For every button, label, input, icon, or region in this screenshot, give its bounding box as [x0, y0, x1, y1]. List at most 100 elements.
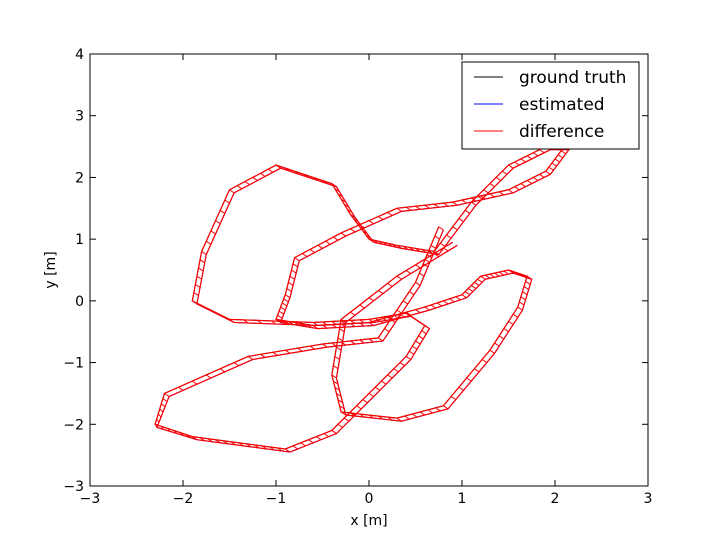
difference-segment: [502, 170, 508, 175]
difference-segment: [498, 335, 505, 340]
difference-segment: [193, 292, 199, 297]
difference-segment: [215, 220, 221, 225]
difference-segment: [443, 247, 449, 252]
difference-segment: [514, 161, 520, 166]
difference-segment: [331, 430, 337, 434]
difference-segment: [412, 413, 418, 418]
difference-segment: [247, 355, 254, 360]
difference-segment: [436, 302, 443, 307]
x-tick-label: −3: [80, 491, 101, 507]
difference-segment: [483, 189, 489, 194]
x-tick-label: 1: [458, 491, 467, 507]
difference-segment: [557, 154, 564, 159]
difference-segment: [554, 158, 560, 163]
difference-segment: [438, 226, 444, 231]
difference-segment: [434, 235, 440, 240]
difference-segment: [252, 177, 258, 181]
legend-label-difference: difference: [519, 122, 604, 142]
difference-segment: [533, 152, 539, 157]
series-lines: [154, 145, 571, 453]
difference-segment: [449, 298, 455, 303]
difference-segment: [285, 294, 291, 299]
difference-segment: [229, 189, 235, 194]
difference-segment: [336, 346, 342, 351]
difference-segment: [520, 158, 526, 163]
difference-segment: [368, 393, 374, 397]
difference-segment: [333, 236, 339, 241]
difference-segment: [514, 186, 520, 191]
difference-segment: [162, 398, 168, 403]
difference-segment: [409, 291, 415, 296]
difference-segment: [404, 415, 410, 420]
difference-segment: [291, 269, 297, 274]
difference-segment: [484, 274, 491, 279]
difference-segment: [283, 298, 289, 303]
difference-segment: [297, 347, 303, 352]
difference-segment: [300, 442, 306, 447]
difference-segment: [178, 386, 184, 391]
difference-segment: [421, 330, 427, 335]
difference-segment: [325, 240, 331, 245]
difference-segment: [489, 183, 495, 188]
difference-segment: [520, 183, 526, 188]
difference-segment: [526, 155, 533, 160]
y-tick-label: 4: [75, 47, 84, 63]
difference-segment: [337, 399, 343, 404]
difference-segment: [219, 209, 226, 214]
difference-segment: [362, 399, 368, 404]
difference-segment: [405, 355, 412, 360]
difference-segment: [160, 403, 166, 408]
difference-segment: [309, 249, 316, 253]
y-tick-label: −2: [63, 417, 84, 433]
difference-segment: [159, 408, 164, 413]
difference-segment: [199, 259, 205, 264]
difference-segment: [340, 232, 347, 237]
difference-segment: [224, 199, 230, 204]
difference-segment: [474, 368, 480, 373]
y-tick-label: 2: [75, 170, 84, 186]
difference-segment: [288, 281, 294, 286]
difference-segment: [533, 177, 539, 181]
difference-segment: [466, 377, 472, 382]
difference-segment: [405, 311, 412, 316]
difference-segment: [539, 173, 545, 178]
difference-segment: [334, 386, 340, 391]
axis-ticks: −3 −2 −1 0 1 2 3 −3 −2 −1 0 1 2 3 4: [63, 47, 652, 507]
difference-segment: [522, 291, 528, 296]
difference-segment: [396, 275, 402, 280]
difference-segment: [435, 407, 441, 412]
y-tick-label: −1: [63, 356, 84, 372]
difference-segment: [520, 296, 526, 301]
difference-segment: [523, 286, 529, 290]
difference-segment: [339, 328, 345, 333]
difference-segment: [464, 291, 471, 296]
y-tick-label: −3: [63, 479, 84, 495]
difference-segment: [280, 306, 286, 311]
difference-segment: [286, 288, 292, 293]
difference-segment: [422, 263, 429, 268]
difference-segment: [281, 302, 288, 307]
difference-segment: [494, 342, 500, 347]
difference-segment: [412, 345, 418, 350]
difference-segment: [405, 270, 412, 275]
difference-segment: [294, 257, 300, 262]
difference-segment: [525, 280, 531, 285]
difference-segment: [378, 290, 384, 295]
difference-segment: [368, 220, 374, 225]
difference-segment: [526, 180, 533, 185]
difference-segment: [196, 275, 202, 280]
difference-segment: [481, 359, 488, 363]
difference-segment: [415, 309, 421, 314]
difference-segment: [289, 275, 295, 280]
difference-segment: [458, 386, 464, 391]
difference-segment: [260, 172, 266, 177]
difference-segment: [323, 433, 329, 438]
difference-segment: [236, 185, 243, 190]
difference-segment: [317, 244, 323, 249]
difference-segment: [285, 349, 291, 354]
x-tick-label: 3: [644, 491, 653, 507]
difference-segment: [384, 328, 390, 333]
difference-segment: [205, 374, 212, 379]
difference-segment: [359, 304, 365, 309]
difference-segment: [378, 216, 384, 221]
